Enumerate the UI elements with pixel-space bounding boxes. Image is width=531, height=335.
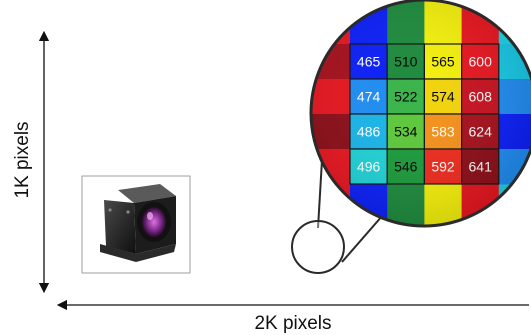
lens-band xyxy=(311,0,314,44)
width-label: 2K pixels xyxy=(254,313,331,334)
camera-icon xyxy=(100,184,176,262)
camera-photo xyxy=(81,175,191,274)
magnified-region-marker xyxy=(291,220,345,274)
height-label: 1K pixels xyxy=(12,121,33,198)
magnifier-connector-lower xyxy=(341,214,384,263)
magnifier-connector-upper xyxy=(317,159,323,229)
lens-band xyxy=(498,184,531,226)
magnifier-lens: 4655105656004745225746084865345836244965… xyxy=(309,0,531,228)
